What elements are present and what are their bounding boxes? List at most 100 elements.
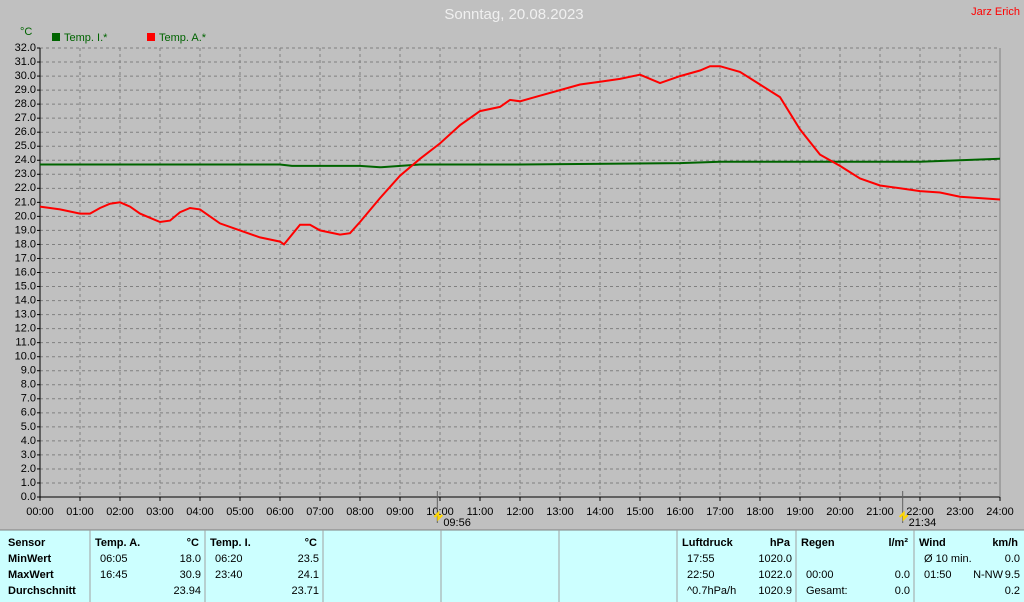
x-tick-label: 03:00: [146, 506, 174, 518]
series-line: [40, 157, 1001, 169]
y-tick-label: 14.0: [15, 294, 36, 306]
cell-value: 1020.9: [758, 585, 792, 597]
y-tick-label: 29.0: [15, 84, 36, 96]
y-tick-label: 11.0: [15, 337, 36, 349]
table-header: Sensor: [8, 537, 46, 549]
y-tick-label: 7.0: [21, 393, 36, 405]
annotation-label: 21:34: [909, 517, 937, 529]
cell-value: 23.94: [173, 585, 201, 597]
cell-value: 0.0: [895, 569, 910, 581]
x-tick-label: 02:00: [106, 506, 134, 518]
y-tick-label: 17.0: [15, 252, 36, 264]
x-tick-label: 10:00: [426, 506, 454, 518]
table-header: Luftdruck: [682, 537, 734, 549]
legend-swatch: [147, 33, 155, 41]
y-tick-label: 28.0: [15, 98, 36, 110]
x-tick-label: 24:00: [986, 506, 1014, 518]
x-tick-label: 01:00: [66, 506, 94, 518]
cell-value: 24.1: [298, 569, 319, 581]
cell-time: Ø 10 min.: [924, 553, 972, 565]
y-tick-label: 0.0: [21, 491, 36, 503]
table-header: Temp. I.: [210, 537, 251, 549]
cell-value: 18.0: [180, 553, 201, 565]
x-tick-label: 00:00: [26, 506, 54, 518]
cell-time: 00:00: [806, 569, 834, 581]
y-tick-label: 20.0: [15, 210, 36, 222]
annotation-label: 09:56: [443, 517, 471, 529]
x-tick-label: 05:00: [226, 506, 254, 518]
sun-icon: [898, 510, 909, 522]
y-tick-label: 15.0: [15, 280, 36, 292]
legend-swatch: [52, 33, 60, 41]
table-header: Wind: [919, 537, 946, 549]
x-tick-label: 08:00: [346, 506, 374, 518]
cell-value: 0.2: [1005, 585, 1020, 597]
y-tick-label: 26.0: [15, 126, 36, 138]
y-tick-label: 12.0: [15, 323, 36, 335]
y-tick-label: 4.0: [21, 435, 36, 447]
row-label: MaxWert: [8, 569, 54, 581]
legend-label: Temp. I.*: [64, 32, 108, 44]
cell-value: 1022.0: [758, 569, 792, 581]
y-tick-label: 6.0: [21, 407, 36, 419]
x-tick-label: 07:00: [306, 506, 334, 518]
row-label: MinWert: [8, 553, 52, 565]
author: Jarz Erich: [971, 6, 1020, 18]
y-tick-label: 5.0: [21, 421, 36, 433]
y-tick-label: 21.0: [15, 196, 36, 208]
cell-value: 30.9: [180, 569, 201, 581]
x-tick-label: 23:00: [946, 506, 974, 518]
cell-time: Gesamt:: [806, 585, 848, 597]
x-tick-label: 09:00: [386, 506, 414, 518]
x-tick-label: 06:00: [266, 506, 294, 518]
y-tick-label: 13.0: [15, 309, 36, 321]
x-tick-label: 20:00: [826, 506, 854, 518]
y-tick-label: 1.0: [21, 477, 36, 489]
y-tick-label: 30.0: [15, 70, 36, 82]
y-tick-label: 19.0: [15, 224, 36, 236]
x-tick-label: 15:00: [626, 506, 654, 518]
y-tick-label: 10.0: [15, 351, 36, 363]
cell-value: 0.0: [895, 585, 910, 597]
y-tick-label: 25.0: [15, 140, 36, 152]
cell-time: ^0.7hPa/h: [687, 585, 736, 597]
legend-label: Temp. A.*: [159, 32, 207, 44]
x-tick-label: 19:00: [786, 506, 814, 518]
x-tick-label: 13:00: [546, 506, 574, 518]
cell-time: 23:40: [215, 569, 243, 581]
cell-time: 06:20: [215, 553, 243, 565]
cell-time: 17:55: [687, 553, 715, 565]
y-tick-label: 22.0: [15, 182, 36, 194]
x-tick-label: 16:00: [666, 506, 694, 518]
table-header: Regen: [801, 537, 835, 549]
y-tick-label: 32.0: [15, 42, 36, 54]
table-header: Temp. A.: [95, 537, 140, 549]
cell-time: 16:45: [100, 569, 128, 581]
table-header-unit: l/m²: [888, 537, 908, 549]
y-tick-label: 24.0: [15, 154, 36, 166]
table-header-unit: km/h: [992, 537, 1018, 549]
y-tick-label: 2.0: [21, 463, 36, 475]
y-tick-label: 3.0: [21, 449, 36, 461]
cell-value: 0.0: [1005, 553, 1020, 565]
x-tick-label: 11:00: [467, 506, 494, 518]
y-tick-label: 9.0: [21, 365, 36, 377]
x-tick-label: 14:00: [586, 506, 614, 518]
cell-value: 23.5: [298, 553, 319, 565]
y-tick-label: 31.0: [15, 56, 36, 68]
cell-value: 1020.0: [758, 553, 792, 565]
y-tick-label: 18.0: [15, 238, 36, 250]
cell-value: 23.71: [291, 585, 319, 597]
cell-time: 06:05: [100, 553, 128, 565]
table-header-unit: °C: [187, 537, 199, 549]
y-tick-label: 23.0: [15, 168, 36, 180]
cell-time: 22:50: [687, 569, 715, 581]
x-tick-label: 12:00: [506, 506, 534, 518]
series-line: [39, 65, 1001, 246]
x-tick-label: 17:00: [706, 506, 734, 518]
cell-value: 9.5: [1005, 569, 1020, 581]
table-header-unit: hPa: [770, 537, 791, 549]
row-label: Durchschnitt: [8, 585, 76, 597]
y-tick-label: 8.0: [21, 379, 36, 391]
